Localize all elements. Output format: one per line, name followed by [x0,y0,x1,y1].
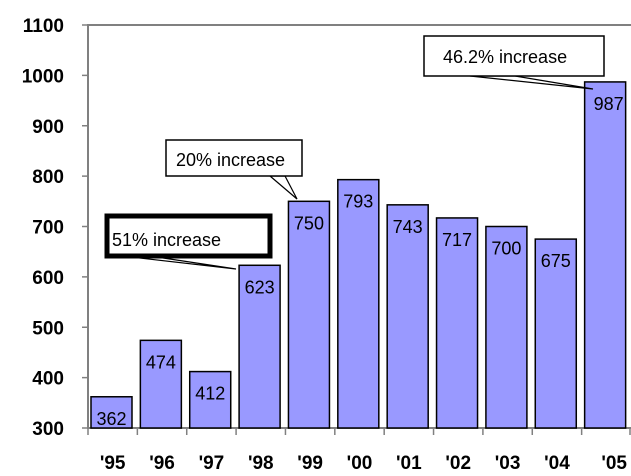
y-tick-label: 800 [32,167,64,188]
data-label: 474 [146,352,176,372]
callout-pointer [469,75,594,90]
x-tick-label: '01 [396,453,422,474]
data-labels: 362 474 412 623 750 793 743 717 700 675 987 [96,94,623,429]
data-label: 362 [96,409,126,429]
callout-text: 46.2% increase [443,47,567,67]
y-tick-label: 1100 [23,16,64,37]
data-label: 700 [491,239,521,259]
data-label: 743 [393,217,423,237]
x-tick-label: '00 [347,453,373,474]
x-tick-label: '99 [297,453,323,474]
y-tick-label: 900 [32,117,64,138]
x-tick-label: '05 [601,453,627,474]
x-tick-label: '95 [100,453,126,474]
data-label: 675 [541,251,571,271]
x-tick-label: '03 [495,453,521,474]
y-tick-label: 400 [32,369,64,390]
bar [534,238,578,429]
callout-text: 20% increase [176,150,285,170]
data-label: 750 [294,213,324,233]
x-tick-label: '98 [248,453,274,474]
bars [90,81,627,429]
y-tick-label: 600 [32,268,64,289]
y-axis-ticks: 300 400 500 600 700 800 900 1000 1100 [22,16,88,440]
data-label: 987 [594,94,624,114]
y-tick-label: 500 [32,318,64,339]
annotations: 51% increase 20% increase 46.2% increase [104,35,605,270]
bar [188,370,232,429]
callout-pointer [268,175,298,200]
x-tick-label: '96 [149,453,175,474]
annotation-callout: 51% increase [104,213,273,270]
callout-text: 51% increase [112,230,221,250]
x-tick-label: '02 [445,453,471,474]
data-label: 623 [245,277,275,297]
bar [485,225,528,429]
x-tick-label: '97 [199,453,225,474]
bar [583,81,627,429]
callout-box [165,139,303,177]
bar [386,204,429,429]
x-axis-ticks: '95 '96 '97 '98 '99 '00 '01 '02 '03 '04 '05 [87,428,631,474]
x-tick-label: '04 [544,453,570,474]
annotation-callout: 46.2% increase [423,35,605,90]
y-tick-label: 700 [32,218,64,239]
data-label: 717 [442,230,472,250]
bar [139,339,183,429]
data-label: 793 [343,192,373,212]
bar [337,178,380,429]
callout-box [104,213,273,259]
callout-box [423,35,605,77]
bar [90,396,133,429]
bar [435,217,479,429]
bar [287,200,331,429]
data-label: 412 [195,384,225,404]
y-tick-label: 300 [32,419,64,440]
annotation-callout: 20% increase [165,139,303,200]
bar [238,264,281,429]
y-tick-label: 1000 [22,66,64,87]
